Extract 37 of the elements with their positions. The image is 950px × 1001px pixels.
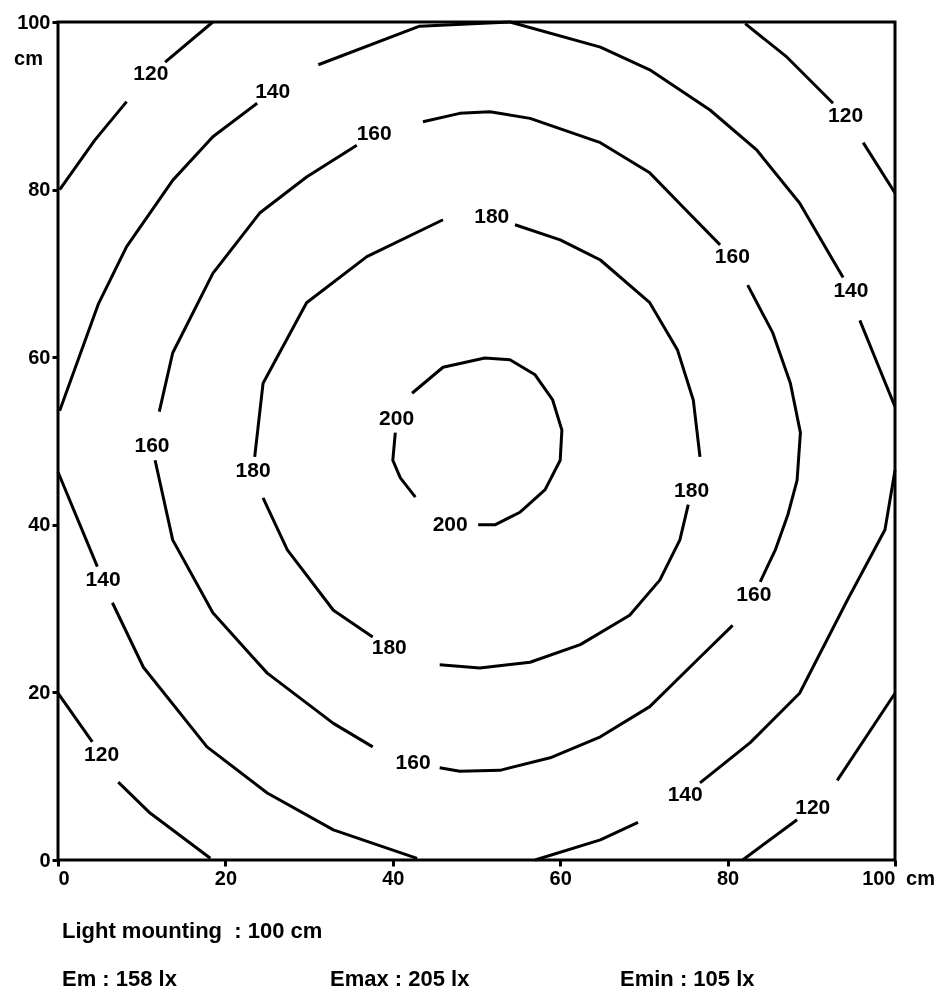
series-label: 160: [134, 433, 170, 457]
series-label: 180: [474, 204, 510, 228]
series-label: 120: [795, 795, 831, 819]
series-label: 120: [828, 102, 864, 126]
series-label: 140: [255, 78, 291, 102]
x-tick-label: 0: [58, 866, 70, 889]
series-label: 160: [356, 121, 392, 145]
series-label: 160: [736, 582, 772, 606]
series-label: 160: [714, 244, 750, 268]
y-tick-label: 80: [28, 178, 51, 201]
x-tick-label: 20: [214, 866, 238, 889]
y-axis-title: cm: [14, 46, 43, 69]
series-label: 180: [674, 477, 710, 501]
y-tick-label: 100: [17, 10, 51, 33]
series-label: 140: [667, 781, 703, 805]
series-label: 200: [379, 405, 415, 429]
series-label: 160: [395, 750, 431, 774]
series-label: 140: [833, 278, 869, 302]
x-axis-title: cm: [906, 866, 935, 889]
series-label: 120: [133, 61, 169, 85]
series-label: 180: [235, 457, 271, 481]
y-tick-label: 60: [28, 345, 51, 368]
text: Emin : 105 lx: [620, 966, 755, 992]
y-tick-label: 0: [39, 848, 51, 871]
x-tick-label: 100: [862, 866, 896, 889]
text: Em : 158 lx: [62, 966, 177, 992]
text: Light mounting : 100 cm: [62, 918, 323, 944]
series-label: 200: [432, 511, 468, 535]
x-tick-label: 80: [716, 866, 740, 889]
series-label: 120: [84, 742, 120, 766]
text: Emax : 205 lx: [330, 966, 470, 992]
y-tick-label: 20: [28, 680, 51, 703]
x-tick-label: 60: [549, 866, 572, 889]
x-tick-label: 40: [382, 866, 405, 889]
y-tick-label: 40: [28, 513, 51, 536]
series-label: 180: [371, 635, 407, 659]
series-label: 140: [85, 567, 121, 591]
